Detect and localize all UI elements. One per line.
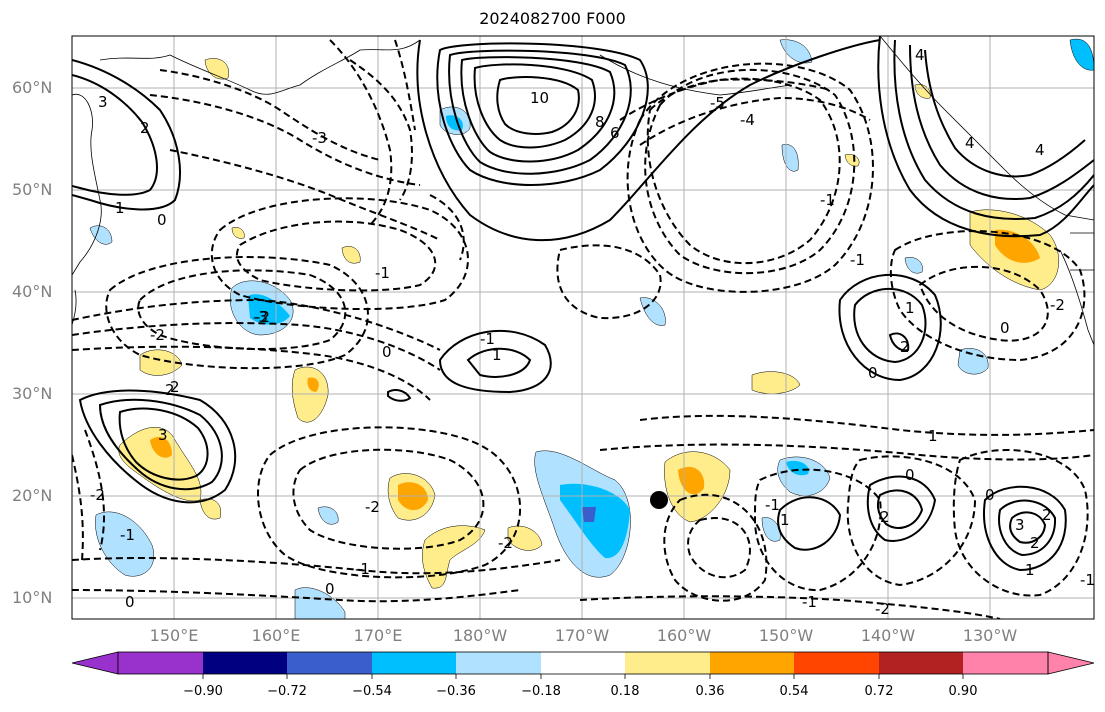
contour-label: 3 xyxy=(158,426,168,444)
contour-label: 0 xyxy=(985,486,995,504)
contour-label: -3 xyxy=(253,308,268,326)
lon-label: 170°W xyxy=(554,626,610,645)
contour-label: -2 xyxy=(365,498,380,516)
contour-label: 0 xyxy=(157,211,167,229)
colorbar-segment xyxy=(372,652,456,674)
map-title: 2024082700 F000 xyxy=(479,9,626,28)
colorbar-segment xyxy=(879,652,963,674)
contour-labels: 10 8 6 4 4 3 2 1 0 -1 -2 -3 -4 -5 1 2 3 … xyxy=(90,46,1095,618)
colorbar-tick-label: −0.54 xyxy=(352,684,392,699)
contour-label: 0 xyxy=(325,580,335,598)
colorbar-tick-label: −0.36 xyxy=(436,684,476,699)
colorbar-segment xyxy=(794,652,879,674)
contour-label: -1 xyxy=(480,330,495,348)
contour-label: 0 xyxy=(905,466,915,484)
lon-label: 150°E xyxy=(149,626,199,645)
contour-label: -2 xyxy=(150,326,165,344)
contour-label: -2 xyxy=(255,308,270,326)
shaded-anomaly-layer xyxy=(89,38,1094,619)
lat-label: 40°N xyxy=(12,282,53,301)
contour-label: -2 xyxy=(875,600,890,618)
contour-label: 10 xyxy=(530,89,549,107)
colorbar-segment xyxy=(118,652,203,674)
lon-label: 160°W xyxy=(656,626,712,645)
colorbar xyxy=(71,651,1095,679)
colorbar-tick-label: 0.90 xyxy=(948,684,978,699)
contour-label: 1 xyxy=(492,346,502,364)
negative-contours xyxy=(72,39,1094,619)
contour-label: -2 xyxy=(90,486,105,504)
lon-label: 180°W xyxy=(452,626,508,645)
colorbar-segment xyxy=(456,652,541,674)
lon-label: 160°E xyxy=(251,626,301,645)
lon-label: 170°E xyxy=(353,626,403,645)
lat-label: 60°N xyxy=(12,78,53,97)
contour-label: 2 xyxy=(140,119,150,137)
colorbar-tick-label: 0.72 xyxy=(864,684,894,699)
contour-label: -1 xyxy=(1080,571,1095,589)
contour-label: 2 xyxy=(880,508,890,526)
contour-label: -2 xyxy=(498,534,513,552)
contour-label: -5 xyxy=(710,94,725,112)
colorbar-tick-label: −0.72 xyxy=(267,684,307,699)
colorbar-segment xyxy=(203,652,287,674)
contour-label: 6 xyxy=(610,124,620,142)
contour-label: 1 xyxy=(780,511,790,529)
colorbar-segment xyxy=(625,652,710,674)
contour-label: 0 xyxy=(382,343,392,361)
contour-label: 8 xyxy=(595,113,605,131)
contour-label: 0 xyxy=(125,593,135,611)
colorbar-segment xyxy=(541,652,625,674)
colorbar-segment xyxy=(710,652,794,674)
location-marker xyxy=(650,491,668,509)
contour-label: 4 xyxy=(965,134,975,152)
lat-label: 10°N xyxy=(12,588,53,607)
lon-label: 130°W xyxy=(962,626,1018,645)
lon-label: 140°W xyxy=(860,626,916,645)
contour-label: -3 xyxy=(312,129,327,147)
colorbar-tick-label: 0.18 xyxy=(610,684,640,699)
colorbar-segment xyxy=(287,652,372,674)
contour-label: -1 xyxy=(375,264,390,282)
contour-label: 2 xyxy=(1030,534,1040,552)
contour-label: -1 xyxy=(120,526,135,544)
contour-label: 2 xyxy=(900,338,910,356)
contour-label: 0 xyxy=(1000,319,1010,337)
contour-label: 1 xyxy=(115,199,125,217)
contour-label: -1 xyxy=(802,593,817,611)
contour-label: -1 xyxy=(765,496,780,514)
colorbar-tick-label: 0.54 xyxy=(779,684,809,699)
contour-label: 4 xyxy=(915,46,925,64)
contour-label: -1 xyxy=(850,251,865,269)
contour-label: -1 xyxy=(355,560,370,578)
lat-label: 20°N xyxy=(12,486,53,505)
colorbar-tick-label: −0.90 xyxy=(183,684,223,699)
colorbar-segment xyxy=(963,652,1048,674)
contour-label: 3 xyxy=(98,93,108,111)
colorbar-extend-high xyxy=(1047,651,1095,675)
colorbar-tick-label: 0.36 xyxy=(695,684,725,699)
contour-label: -4 xyxy=(740,111,755,129)
lon-label: 150°W xyxy=(758,626,814,645)
colorbar-extend-low xyxy=(71,651,119,675)
contour-label: 1 xyxy=(928,427,938,445)
positive-contours xyxy=(72,36,1094,572)
contour-label: 2 xyxy=(1042,506,1052,524)
contour-label: 1 xyxy=(905,299,915,317)
lat-label: 30°N xyxy=(12,384,53,403)
contour-label: 1 xyxy=(1025,561,1035,579)
colorbar-tick-label: −0.18 xyxy=(521,684,561,699)
contour-label: 4 xyxy=(1035,141,1045,159)
contour-label: 2 xyxy=(170,378,180,396)
contour-label: -1 xyxy=(820,191,835,209)
lat-label: 50°N xyxy=(12,180,53,199)
map-frame xyxy=(71,35,1095,620)
contour-label: -2 xyxy=(1050,296,1065,314)
contour-label: 0 xyxy=(868,364,878,382)
contour-label: 2 xyxy=(165,381,175,399)
contour-label: 3 xyxy=(1015,516,1025,534)
